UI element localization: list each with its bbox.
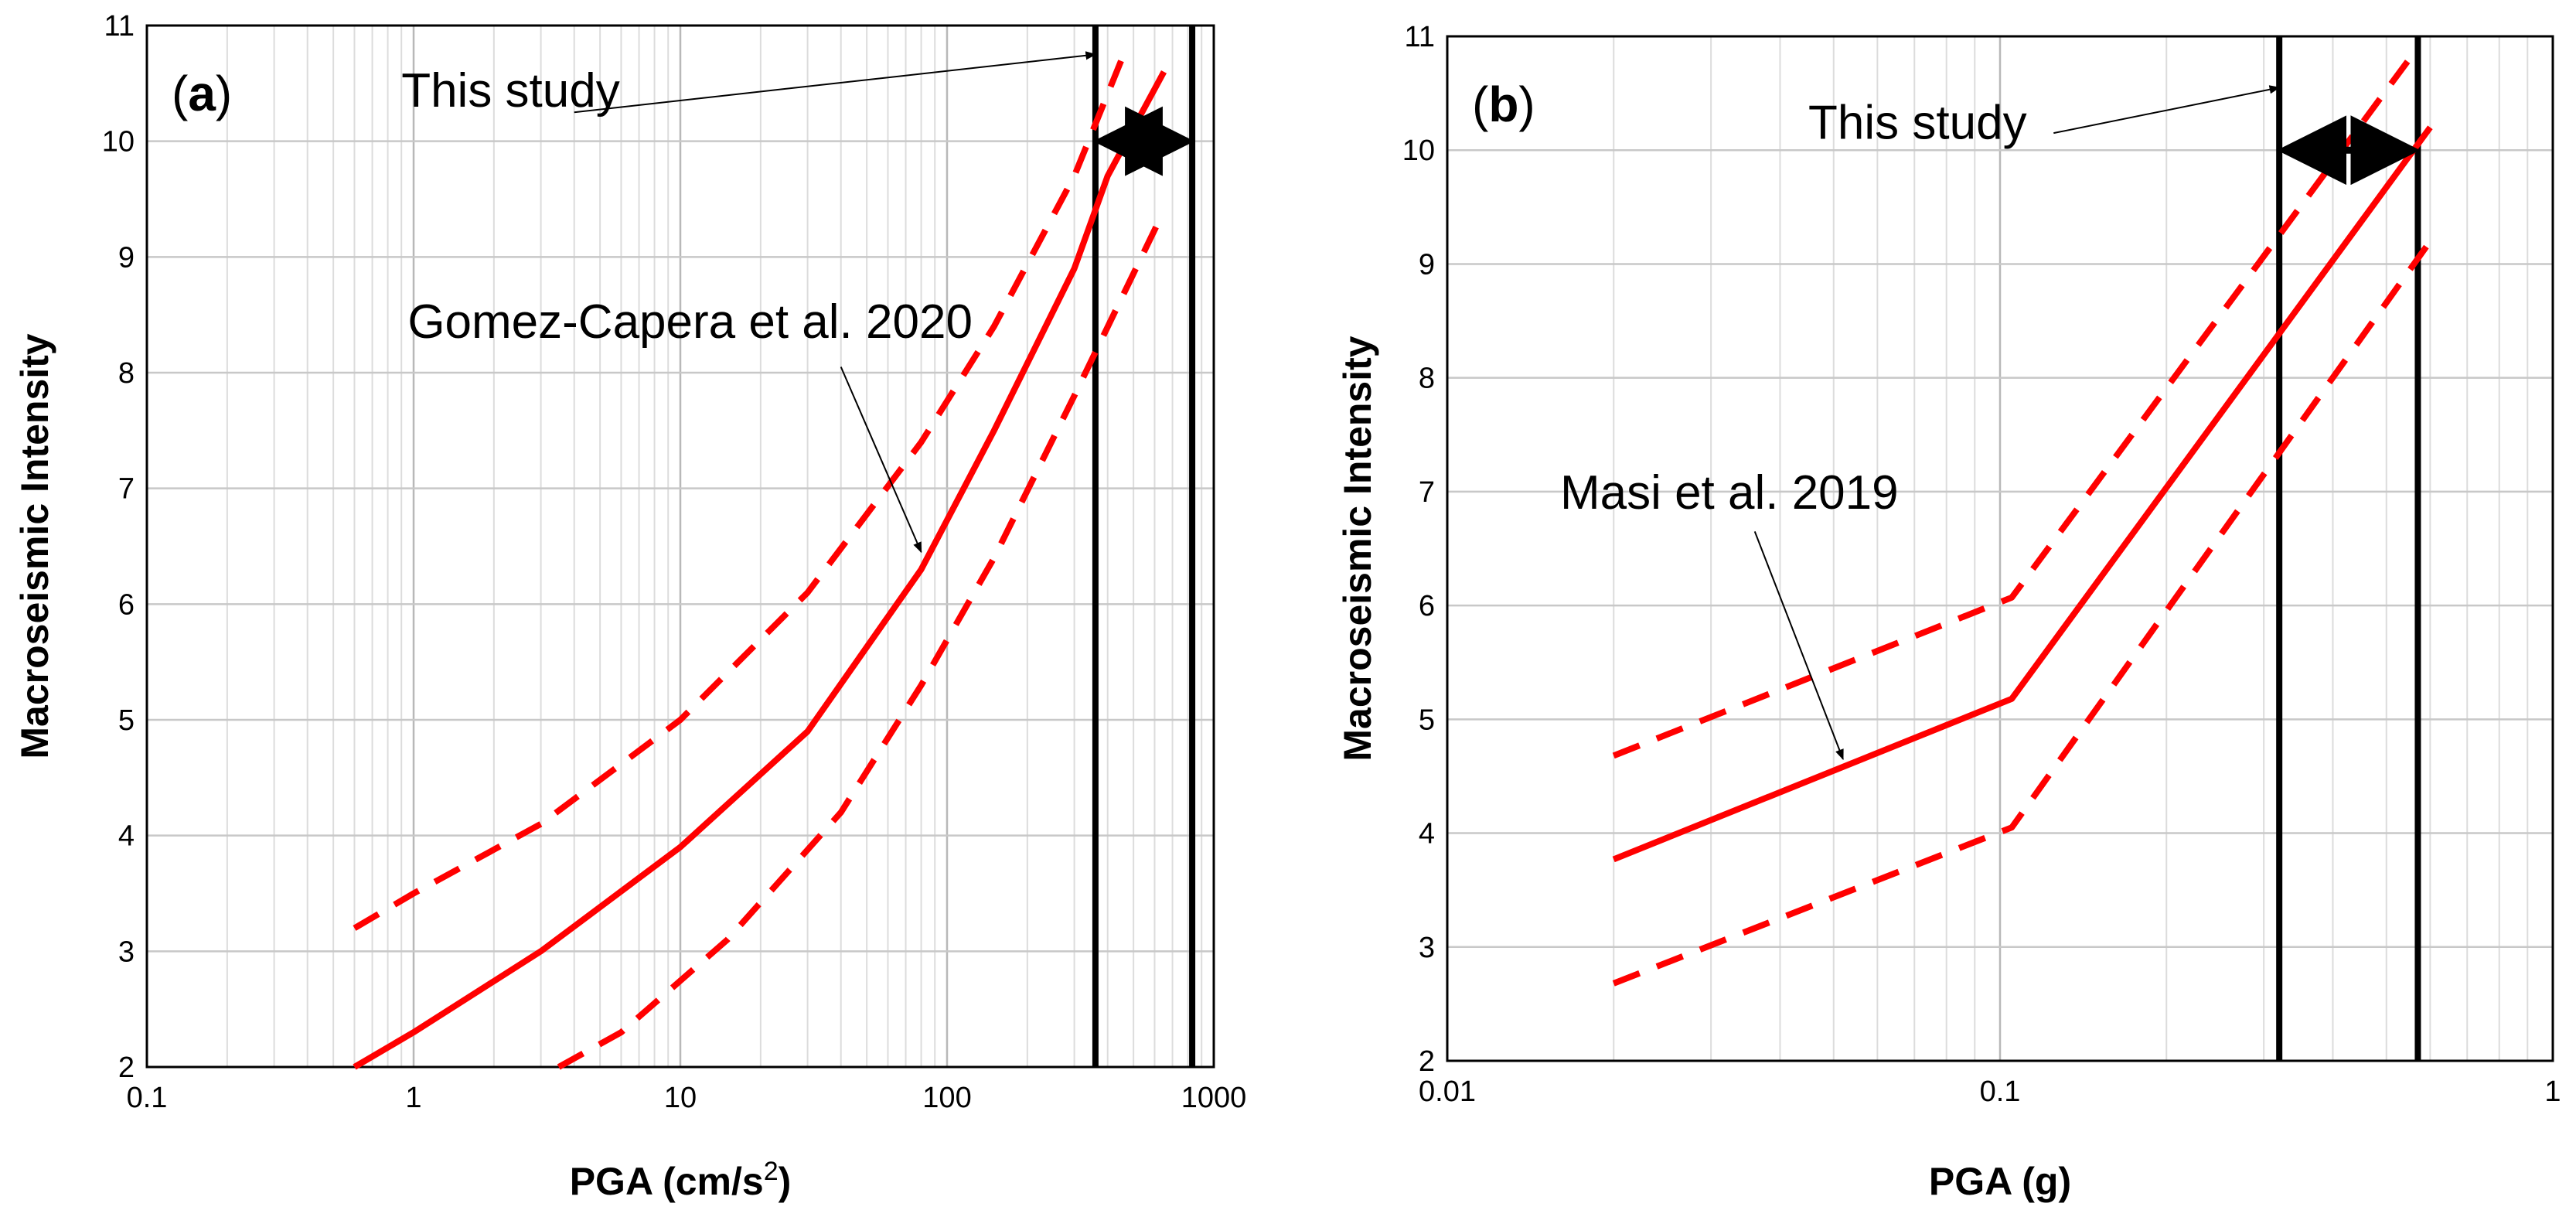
panel-b-y-tick-label: 8 bbox=[1419, 363, 1435, 395]
panel-a-series-mean-line bbox=[353, 70, 1167, 1070]
panel-a-y-tick-label: 9 bbox=[118, 241, 135, 274]
panel-a-x-tick-label: 1000 bbox=[1181, 1082, 1247, 1114]
panel-b-x-tick-label: 1 bbox=[2544, 1076, 2561, 1108]
panel-a-series-bound-line bbox=[353, 59, 1125, 931]
panel-b-y-tick-label: 3 bbox=[1419, 932, 1435, 964]
panel-b-plot-frame bbox=[1446, 35, 2554, 1062]
panel-b-series-mean-line bbox=[1612, 125, 2433, 863]
panel-b-series-bound-line bbox=[1612, 239, 2433, 987]
panel-a-panel-label-close: ) bbox=[216, 66, 232, 121]
chart-panel-b: 0.01 0.1 1 2 3 4 5 6 7 8 9 10 11 Macroseismic Intensi… bbox=[1336, 21, 2561, 1203]
panel-a-annotation-arrow bbox=[574, 51, 1097, 114]
panel-a-y-tick-label: 3 bbox=[118, 936, 135, 968]
panel-b-y-tick-label: 9 bbox=[1419, 248, 1435, 281]
panel-a-panel-label-letter: a bbox=[188, 66, 216, 121]
panel-a-y-tick-label: 8 bbox=[118, 357, 135, 390]
panel-b-y-tick-label: 2 bbox=[1419, 1045, 1435, 1078]
panel-b-annotation-label: This study bbox=[1808, 97, 2027, 150]
panel-b-panel-label-close: ) bbox=[1518, 77, 1535, 132]
panel-a-x-tick-label: 10 bbox=[664, 1082, 697, 1114]
panel-a-annotation-arrow bbox=[840, 366, 922, 554]
panel-b-y-tick-label: 5 bbox=[1419, 704, 1435, 736]
panel-a-x-axis-title: PGA (cm/s2) bbox=[570, 1157, 792, 1203]
panel-a-x-tick-label: 0.1 bbox=[127, 1082, 168, 1114]
panel-a-y-tick-label: 6 bbox=[118, 588, 135, 621]
panel-a-x-tick-label: 1 bbox=[405, 1082, 421, 1114]
panel-a-panel-label-open: ( bbox=[172, 66, 188, 121]
panel-a-annotation-label: This study bbox=[401, 64, 620, 118]
panel-a-y-tick-label: 5 bbox=[118, 704, 135, 737]
panel-b-annotation-arrow bbox=[1753, 531, 1844, 761]
panel-a-y-tick-label: 2 bbox=[118, 1052, 135, 1084]
panel-b-panel-label-letter: b bbox=[1488, 77, 1518, 132]
panel-b-y-tick-label: 11 bbox=[1405, 21, 1435, 53]
panel-b-y-tick-label: 7 bbox=[1419, 476, 1435, 509]
panel-a-series-bound-line bbox=[557, 209, 1167, 1070]
panel-a-y-tick-label: 7 bbox=[118, 473, 135, 506]
panel-a-annotation-label: Gomez-Capera et al. 2020 bbox=[407, 295, 973, 349]
panel-a-x-axis-title-superscript: 2 bbox=[764, 1157, 779, 1186]
panel-b-x-axis-title-text: PGA (g) bbox=[1929, 1160, 2071, 1203]
panel-b-series-bound-line bbox=[1612, 57, 2412, 759]
panel-b-annotation-label: Masi et al. 2019 bbox=[1560, 466, 1899, 520]
panel-a-y-tick-label: 11 bbox=[104, 10, 135, 43]
panel-a-x-axis-title-text: PGA (cm/s bbox=[570, 1160, 764, 1203]
panel-b-panel-label: (b) bbox=[1472, 77, 1535, 132]
panel-b-x-tick-label: 0.01 bbox=[1419, 1076, 1476, 1108]
panel-a-y-tick-label: 10 bbox=[102, 126, 135, 159]
panel-b-x-tick-label: 0.1 bbox=[1980, 1076, 2021, 1108]
panel-a-x-axis-title-close: ) bbox=[779, 1160, 792, 1203]
panel-a-x-tick-label: 100 bbox=[922, 1082, 971, 1114]
panel-b-y-tick-label: 6 bbox=[1419, 590, 1435, 622]
panel-a-y-tick-label: 4 bbox=[118, 820, 135, 853]
panel-b-x-axis-title: PGA (g) bbox=[1929, 1160, 2071, 1203]
panel-a-y-axis-title: Macroseismic Intensity bbox=[13, 333, 56, 758]
panel-b-annotation-arrow bbox=[2053, 85, 2281, 135]
panel-a-panel-label: (a) bbox=[172, 66, 232, 121]
panel-b-y-tick-label: 10 bbox=[1402, 135, 1435, 167]
panel-b-y-tick-label: 4 bbox=[1419, 818, 1435, 851]
panel-b-y-axis-title: Macroseismic Intensity bbox=[1336, 336, 1379, 761]
chart-panel-a: 0.1 1 10 100 1000 2 3 4 5 6 7 8 9 10 11 Macroseismic In… bbox=[13, 10, 1246, 1203]
panel-a-plot-frame bbox=[145, 24, 1215, 1069]
panel-b-panel-label-open: ( bbox=[1472, 77, 1488, 132]
